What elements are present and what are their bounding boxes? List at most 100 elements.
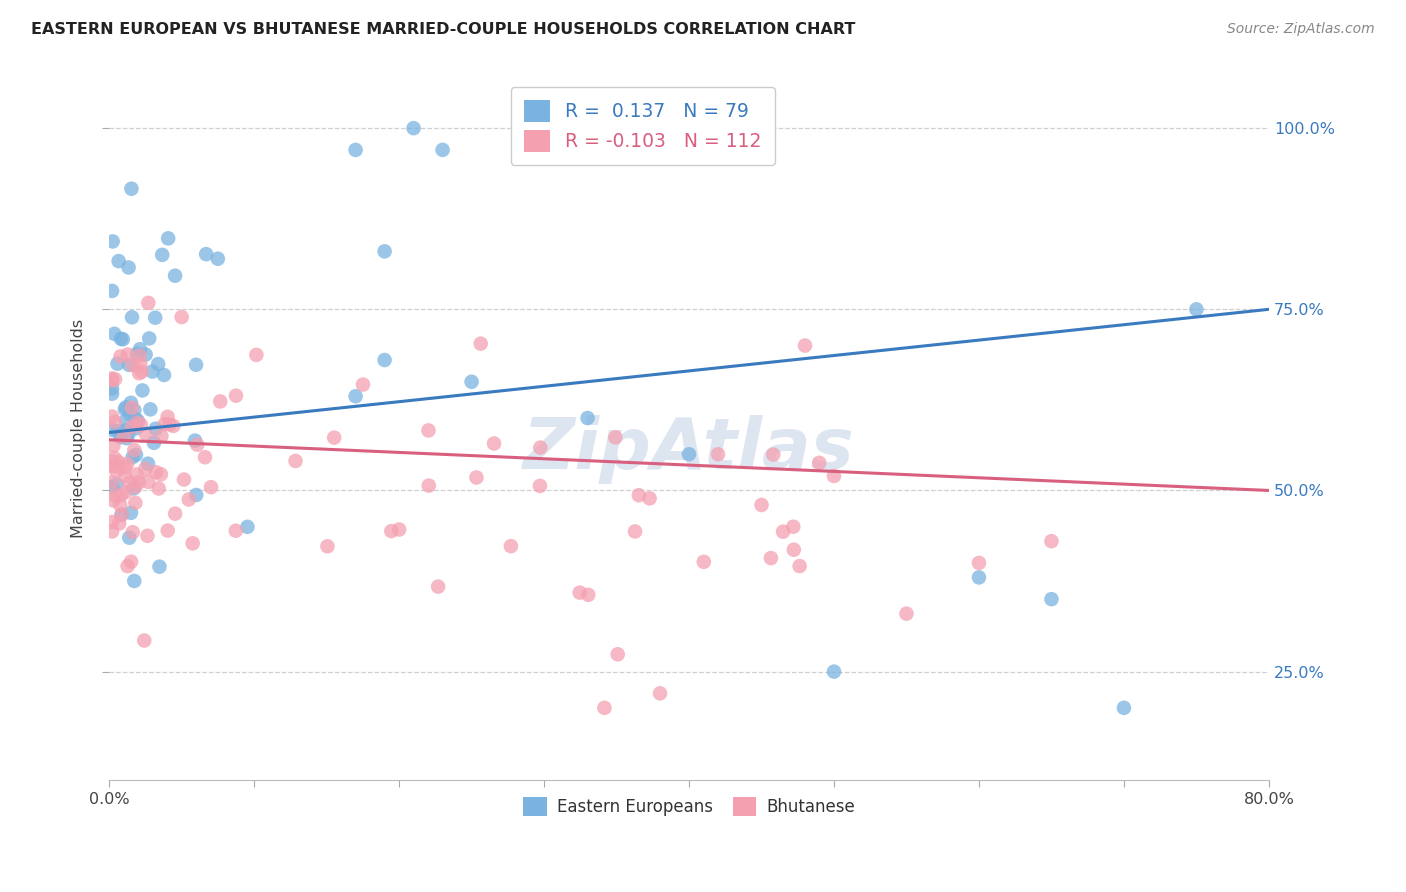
- Point: [499, 539, 522, 553]
- Point: [101, 235, 124, 249]
- Point: [323, 431, 346, 445]
- Point: [101, 382, 124, 396]
- Point: [762, 448, 785, 462]
- Point: [170, 310, 193, 324]
- Point: [120, 506, 142, 520]
- Point: [344, 389, 367, 403]
- Point: [121, 310, 143, 325]
- Point: [177, 492, 200, 507]
- Point: [143, 310, 166, 325]
- Text: ZipAtlas: ZipAtlas: [523, 416, 855, 484]
- Point: [236, 520, 259, 534]
- Point: [101, 515, 124, 529]
- Point: [794, 338, 817, 352]
- Point: [131, 384, 153, 398]
- Point: [120, 555, 142, 569]
- Point: [135, 427, 157, 442]
- Point: [186, 488, 208, 502]
- Point: [103, 326, 125, 341]
- Point: [896, 607, 918, 621]
- Point: [101, 423, 124, 437]
- Point: [181, 536, 204, 550]
- Point: [284, 454, 307, 468]
- Point: [125, 448, 148, 462]
- Point: [153, 368, 176, 382]
- Point: [402, 121, 425, 136]
- Point: [150, 429, 173, 443]
- Point: [115, 413, 138, 427]
- Point: [593, 701, 616, 715]
- Point: [120, 182, 142, 196]
- Y-axis label: Married-couple Households: Married-couple Households: [72, 319, 86, 539]
- Point: [374, 353, 396, 368]
- Text: Source: ZipAtlas.com: Source: ZipAtlas.com: [1227, 22, 1375, 37]
- Point: [138, 331, 160, 345]
- Point: [141, 365, 163, 379]
- Point: [107, 455, 129, 469]
- Point: [110, 332, 132, 346]
- Point: [150, 248, 173, 262]
- Point: [194, 450, 217, 465]
- Point: [104, 372, 127, 386]
- Point: [101, 454, 124, 468]
- Point: [627, 488, 650, 502]
- Point: [124, 496, 146, 510]
- Point: [101, 409, 124, 424]
- Point: [127, 416, 149, 430]
- Point: [125, 467, 148, 482]
- Point: [101, 475, 124, 490]
- Point: [103, 450, 125, 465]
- Point: [782, 519, 804, 533]
- Point: [114, 485, 136, 500]
- Point: [115, 457, 138, 471]
- Legend: Eastern Europeans, Bhutanese: Eastern Europeans, Bhutanese: [515, 789, 863, 825]
- Point: [624, 524, 647, 539]
- Point: [195, 247, 218, 261]
- Point: [117, 559, 139, 574]
- Point: [529, 479, 551, 493]
- Point: [316, 539, 339, 553]
- Point: [129, 417, 152, 432]
- Point: [128, 475, 150, 490]
- Point: [129, 357, 152, 371]
- Point: [121, 401, 143, 415]
- Point: [124, 480, 146, 494]
- Point: [129, 342, 152, 356]
- Point: [148, 559, 170, 574]
- Point: [117, 260, 139, 275]
- Point: [967, 556, 990, 570]
- Point: [115, 431, 138, 445]
- Point: [139, 402, 162, 417]
- Point: [103, 493, 125, 508]
- Point: [209, 394, 232, 409]
- Point: [121, 525, 143, 540]
- Point: [200, 480, 222, 494]
- Point: [101, 458, 124, 473]
- Point: [153, 417, 176, 431]
- Point: [1040, 592, 1063, 607]
- Point: [427, 580, 450, 594]
- Point: [134, 462, 156, 476]
- Point: [111, 332, 134, 346]
- Point: [165, 507, 187, 521]
- Point: [225, 524, 247, 538]
- Point: [118, 358, 141, 372]
- Point: [107, 357, 129, 371]
- Point: [693, 555, 716, 569]
- Point: [112, 429, 135, 443]
- Point: [783, 542, 806, 557]
- Point: [1040, 534, 1063, 549]
- Point: [114, 423, 136, 437]
- Point: [117, 347, 139, 361]
- Point: [121, 420, 143, 434]
- Point: [104, 489, 127, 503]
- Point: [823, 469, 845, 483]
- Point: [108, 498, 131, 512]
- Point: [648, 686, 671, 700]
- Point: [207, 252, 229, 266]
- Point: [156, 409, 179, 424]
- Point: [186, 437, 208, 451]
- Point: [101, 480, 124, 494]
- Text: EASTERN EUROPEAN VS BHUTANESE MARRIED-COUPLE HOUSEHOLDS CORRELATION CHART: EASTERN EUROPEAN VS BHUTANESE MARRIED-CO…: [31, 22, 855, 37]
- Point: [245, 348, 267, 362]
